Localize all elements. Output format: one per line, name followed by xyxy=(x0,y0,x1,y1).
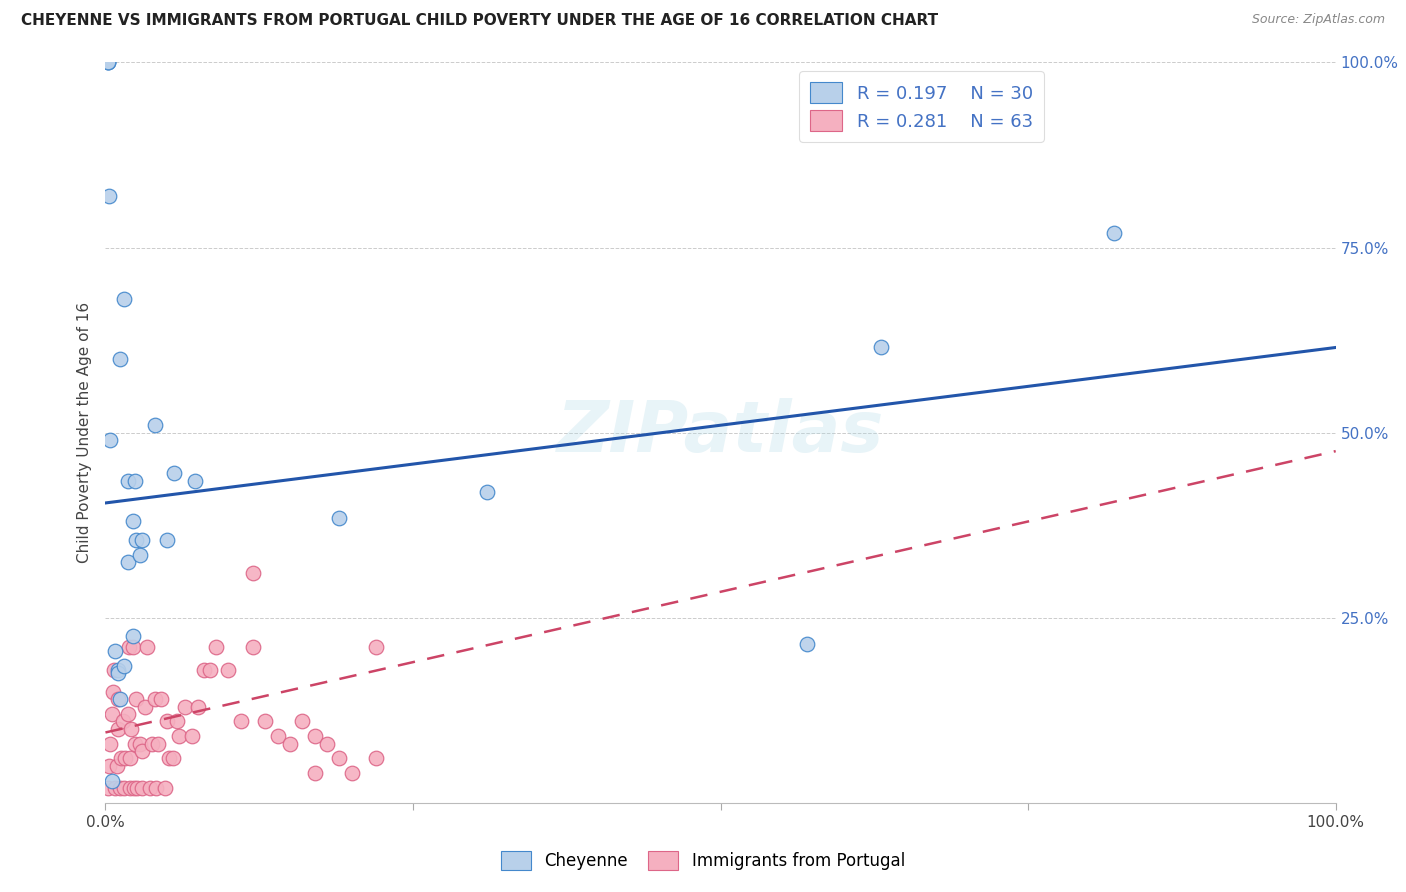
Point xyxy=(110,751,132,765)
Point xyxy=(254,714,277,729)
Point xyxy=(104,780,127,795)
Point xyxy=(98,433,122,447)
Point xyxy=(156,714,179,729)
Point xyxy=(141,737,163,751)
Point xyxy=(110,351,132,366)
Legend: Cheyenne, Immigrants from Portugal: Cheyenne, Immigrants from Portugal xyxy=(495,844,911,877)
Point xyxy=(304,729,326,743)
Point xyxy=(110,692,132,706)
Point xyxy=(97,780,120,795)
Point xyxy=(104,644,127,658)
Point xyxy=(98,188,121,202)
Point xyxy=(180,729,202,743)
Text: CHEYENNE VS IMMIGRANTS FROM PORTUGAL CHILD POVERTY UNDER THE AGE OF 16 CORRELATI: CHEYENNE VS IMMIGRANTS FROM PORTUGAL CHI… xyxy=(21,13,938,29)
Point xyxy=(138,780,162,795)
Point xyxy=(174,699,197,714)
Point xyxy=(107,666,129,681)
Point xyxy=(112,658,135,673)
Point xyxy=(105,758,128,772)
Point xyxy=(159,751,180,765)
Point xyxy=(97,55,120,70)
Point xyxy=(121,640,143,655)
Point xyxy=(111,714,134,729)
Point xyxy=(129,548,152,562)
Point xyxy=(112,293,135,307)
Point xyxy=(145,780,167,795)
Text: ZIPatlas: ZIPatlas xyxy=(557,398,884,467)
Point xyxy=(131,780,153,795)
Text: Source: ZipAtlas.com: Source: ZipAtlas.com xyxy=(1251,13,1385,27)
Point xyxy=(114,751,136,765)
Point xyxy=(366,751,388,765)
Point xyxy=(156,533,179,547)
Point xyxy=(796,637,818,651)
Point xyxy=(328,751,350,765)
Point xyxy=(304,766,326,780)
Point xyxy=(278,737,301,751)
Point xyxy=(131,533,153,547)
Point xyxy=(127,780,149,795)
Point xyxy=(1102,226,1125,240)
Point xyxy=(107,663,129,677)
Point xyxy=(193,663,215,677)
Point xyxy=(291,714,314,729)
Point xyxy=(229,714,252,729)
Point xyxy=(124,474,146,488)
Point xyxy=(143,418,166,433)
Point xyxy=(117,706,139,721)
Point xyxy=(129,737,152,751)
Point xyxy=(110,780,132,795)
Point xyxy=(163,467,186,481)
Point xyxy=(124,737,146,751)
Point xyxy=(149,692,172,706)
Point xyxy=(869,341,891,355)
Point xyxy=(218,663,240,677)
Point xyxy=(122,780,145,795)
Point xyxy=(98,758,121,772)
Legend: R = 0.197    N = 30, R = 0.281    N = 63: R = 0.197 N = 30, R = 0.281 N = 63 xyxy=(799,71,1043,142)
Point xyxy=(366,640,388,655)
Point xyxy=(112,780,135,795)
Point xyxy=(475,484,498,499)
Point xyxy=(328,510,350,524)
Point xyxy=(148,737,170,751)
Point xyxy=(117,555,139,569)
Point xyxy=(143,692,166,706)
Point xyxy=(98,737,122,751)
Point xyxy=(125,692,148,706)
Y-axis label: Child Poverty Under the Age of 16: Child Poverty Under the Age of 16 xyxy=(77,302,93,563)
Point xyxy=(103,663,125,677)
Point xyxy=(187,699,209,714)
Point xyxy=(118,640,141,655)
Point xyxy=(97,55,120,70)
Point xyxy=(340,766,363,780)
Point xyxy=(100,773,122,788)
Point xyxy=(131,744,153,758)
Point xyxy=(198,663,221,677)
Point xyxy=(101,685,124,699)
Point xyxy=(97,55,120,70)
Point xyxy=(169,729,191,743)
Point xyxy=(100,706,122,721)
Point xyxy=(166,714,188,729)
Point xyxy=(162,751,184,765)
Point xyxy=(242,566,264,581)
Point xyxy=(125,533,148,547)
Point xyxy=(153,780,176,795)
Point xyxy=(121,629,143,643)
Point xyxy=(315,737,337,751)
Point xyxy=(136,640,159,655)
Point xyxy=(120,780,141,795)
Point xyxy=(267,729,290,743)
Point xyxy=(242,640,264,655)
Point xyxy=(184,474,207,488)
Point xyxy=(120,722,142,736)
Point xyxy=(120,751,141,765)
Point xyxy=(117,474,139,488)
Point xyxy=(205,640,228,655)
Point xyxy=(107,722,129,736)
Point xyxy=(134,699,156,714)
Point xyxy=(121,515,143,529)
Point xyxy=(107,692,129,706)
